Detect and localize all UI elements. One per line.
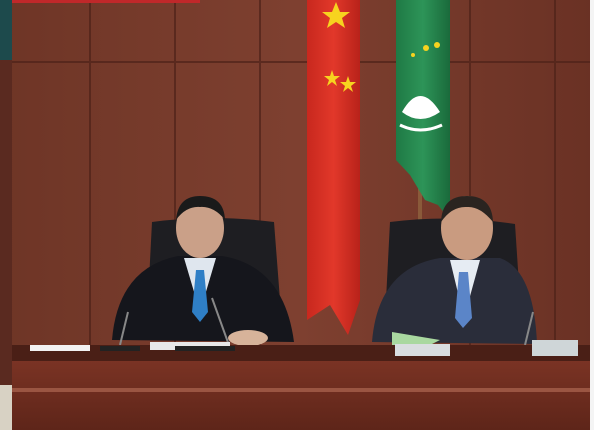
desk-front — [12, 361, 590, 430]
flag-china — [307, 0, 360, 335]
mic-base — [175, 346, 235, 351]
hair — [441, 196, 493, 222]
face — [441, 196, 493, 260]
right-strip — [590, 0, 594, 430]
desk-trim — [12, 388, 590, 392]
desk-top — [12, 345, 590, 361]
flag-water — [399, 123, 443, 132]
flag-lotus — [402, 96, 440, 119]
microphone — [119, 311, 129, 346]
wall-panels — [12, 0, 594, 345]
left-strip — [0, 60, 12, 385]
tie — [455, 272, 472, 328]
hair — [176, 196, 225, 220]
microphone — [211, 297, 231, 349]
nameplate — [395, 344, 450, 356]
tie — [192, 270, 208, 322]
left-strip — [0, 0, 12, 60]
mic-base — [100, 346, 140, 351]
left-strip — [0, 385, 12, 430]
microphone — [524, 311, 534, 346]
flag-star — [322, 2, 350, 28]
hands — [228, 330, 268, 346]
flag-stars — [411, 42, 440, 57]
device — [532, 340, 578, 356]
flag-star — [324, 70, 340, 86]
top-strip — [0, 0, 200, 3]
flag-star — [340, 76, 356, 92]
papers — [30, 345, 90, 351]
face — [176, 198, 224, 258]
suit — [372, 258, 537, 344]
